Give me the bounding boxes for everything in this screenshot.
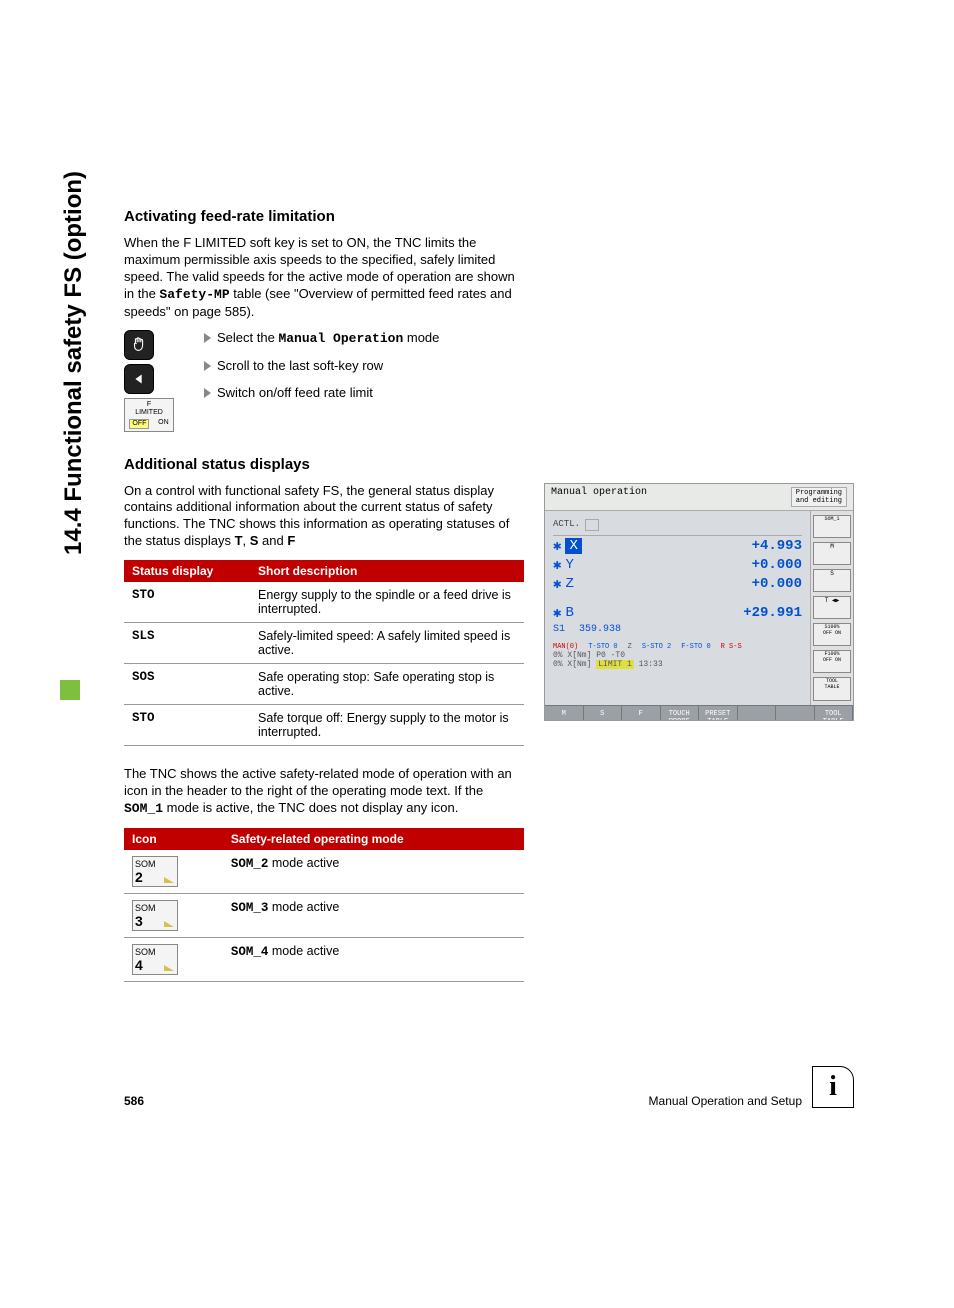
step-1: Select the Manual Operation mode <box>204 330 854 346</box>
scr-title: Manual operation <box>551 487 647 507</box>
som-3-icon: SOM3 <box>132 900 178 931</box>
side-tab-marker <box>60 680 80 700</box>
para-icons: The TNC shows the active safety-related … <box>124 766 524 818</box>
status-display-table: Status displayShort description STOEnerg… <box>124 560 524 746</box>
table-row: SOM4 SOM_4 mode active <box>124 937 524 981</box>
som-4-icon: SOM4 <box>132 944 178 975</box>
som-2-icon: SOM2 <box>132 856 178 887</box>
bullet-icon <box>204 361 211 371</box>
table-row: STOSafe torque off: Energy supply to the… <box>124 705 524 746</box>
table-row: SOSSafe operating stop: Safe operating s… <box>124 664 524 705</box>
table-row: SOM3 SOM_3 mode active <box>124 893 524 937</box>
som-icon-table: IconSafety-related operating mode SOM2 S… <box>124 828 524 982</box>
para-feedrate: When the F LIMITED soft key is set to ON… <box>124 235 524 320</box>
step-2: Scroll to the last soft-key row <box>204 358 854 373</box>
bullet-icon <box>204 333 211 343</box>
para-status: On a control with functional safety FS, … <box>124 483 524 551</box>
table-row: SOM2 SOM_2 mode active <box>124 850 524 894</box>
heading-feedrate: Activating feed-rate limitation <box>124 208 854 225</box>
table-row: STOEnergy supply to the spindle or a fee… <box>124 582 524 623</box>
step-3: Switch on/off feed rate limit <box>204 385 854 400</box>
heading-status: Additional status displays <box>124 456 854 473</box>
manual-op-key-icon <box>124 330 154 360</box>
scroll-key-icon <box>124 364 154 394</box>
scr-bottom-keys: M S F TOUCH PROBE PRESET TABLE TOOL TABL… <box>545 705 853 721</box>
table-row: SLSSafely-limited speed: A safely limite… <box>124 623 524 664</box>
step-icons: F LIMITED OFFON <box>124 330 204 431</box>
scr-mode-right: Programming and editing <box>791 487 847 507</box>
info-icon: i <box>812 1066 854 1108</box>
f-limited-softkey-icon: F LIMITED OFFON <box>124 398 174 431</box>
section-heading: 14.4 Functional safety FS (option) <box>60 171 87 555</box>
page-number: 586 <box>124 1094 144 1108</box>
footer-text: Manual Operation and Setup <box>649 1094 802 1108</box>
tnc-screenshot: Manual operation Programming and editing… <box>544 483 854 721</box>
bullet-icon <box>204 388 211 398</box>
scr-side-buttons: SOM_1 M S T ◀▶ S100%OFF ON F100%OFF ON T… <box>810 511 853 705</box>
